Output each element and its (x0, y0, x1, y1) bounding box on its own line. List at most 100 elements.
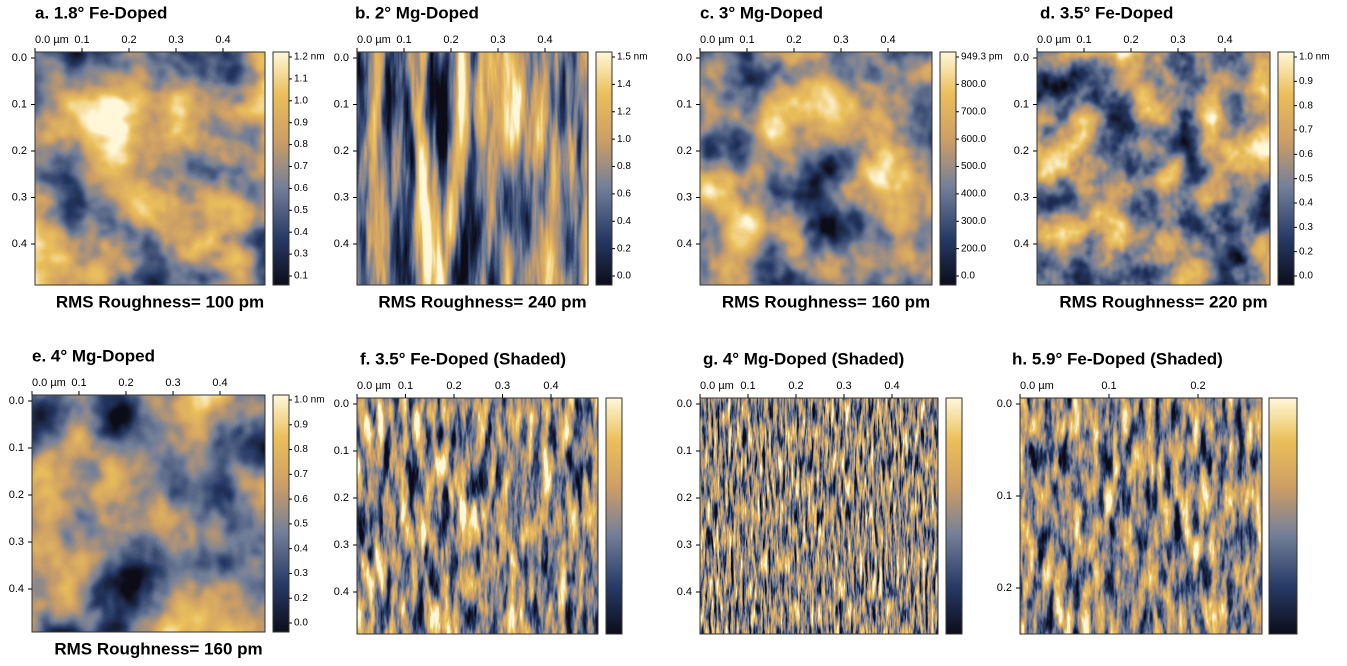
x-tick-label: 0.4 (880, 34, 895, 46)
y-tick-label: 0.4 (334, 238, 349, 250)
rms-caption: RMS Roughness= 240 pm (378, 292, 586, 311)
rms-caption: RMS Roughness= 100 pm (56, 292, 264, 311)
x-tick-label: 0.2 (1123, 34, 1138, 46)
y-tick-label: 0.1 (9, 442, 24, 454)
afm-image (1037, 52, 1270, 285)
x-tick-label: 0.2 (443, 34, 458, 46)
x-tick-label: 0.1 (71, 377, 86, 389)
x-tick-label: 0.4 (1217, 34, 1232, 46)
colorbar-tick-label: 0.6 (617, 189, 631, 200)
colorbar-tick-label: 0.1 (294, 271, 308, 282)
colorbar-tick-label: 0.8 (1299, 100, 1313, 111)
colorbar-tick-label: 949.3 pm (961, 52, 1003, 63)
colorbar-tick-label: 0.0 (1299, 271, 1313, 282)
y-tick-label: 0.0 (334, 52, 349, 64)
colorbar-tick-label: 0.4 (294, 543, 308, 554)
panel-title: f. 3.5° Fe-Doped (Shaded) (360, 349, 566, 368)
panel-title: b. 2° Mg-Doped (355, 3, 479, 22)
afm-image (700, 398, 938, 634)
colorbar-tick-label: 1.5 nm (617, 52, 648, 63)
colorbar-tick-label: 0.5 (294, 519, 308, 530)
colorbar-tick-label: 400.0 (961, 189, 986, 200)
x-tick-label: 0.4 (537, 34, 552, 46)
colorbar-tick-label: 1.0 nm (1299, 52, 1330, 63)
colorbar-tick-label: 300.0 (961, 216, 986, 227)
x-tick-label: 0.1 (398, 380, 413, 392)
x-tick-label: 0.1 (740, 380, 755, 392)
y-tick-label: 0.4 (677, 586, 692, 598)
colorbar-tick-label: 0.3 (294, 568, 308, 579)
rms-caption: RMS Roughness= 220 pm (1059, 292, 1267, 311)
x-tick-label: 0.1 (396, 34, 411, 46)
y-tick-label: 0.4 (1014, 238, 1029, 250)
y-tick-label: 0.4 (334, 586, 349, 598)
y-tick-label: 0.2 (677, 492, 692, 504)
rms-caption: RMS Roughness= 160 pm (54, 639, 262, 658)
colorbar-tick-label: 0.6 (1299, 149, 1313, 160)
colorbar-tick-label: 0.8 (617, 161, 631, 172)
y-tick-label: 0.3 (677, 191, 692, 203)
y-tick-label: 0.3 (334, 539, 349, 551)
colorbar (272, 51, 290, 286)
x-tick-label: 0.2 (121, 34, 136, 46)
x-tick-label: 0.0 µm (32, 377, 66, 389)
x-tick-label: 0.3 (165, 377, 180, 389)
y-tick-label: 0.2 (997, 582, 1012, 594)
colorbar (1268, 397, 1298, 635)
y-tick-label: 0.0 (1014, 52, 1029, 64)
y-tick-label: 0.1 (677, 445, 692, 457)
y-tick-label: 0.0 (12, 52, 27, 64)
colorbar-tick-label: 1.0 (294, 95, 308, 106)
x-tick-label: 0.3 (836, 380, 851, 392)
colorbar-tick-label: 1.2 (617, 106, 631, 117)
x-tick-label: 0.4 (884, 380, 899, 392)
afm-image (700, 52, 932, 285)
colorbar-tick-label: 0.0 (617, 271, 631, 282)
colorbar-tick-label: 0.6 (294, 494, 308, 505)
x-tick-label: 0.3 (833, 34, 848, 46)
y-tick-label: 0.0 (997, 398, 1012, 410)
x-tick-label: 0.3 (168, 34, 183, 46)
image-frame (699, 51, 933, 286)
colorbar-tick-label: 0.8 (294, 444, 308, 455)
y-tick-label: 0.1 (1014, 98, 1029, 110)
colorbar-tick-label: 0.6 (294, 183, 308, 194)
y-tick-label: 0.4 (9, 583, 24, 595)
x-tick-label: 0.0 µm (700, 380, 734, 392)
y-tick-label: 0.2 (334, 492, 349, 504)
x-tick-label: 0.0 µm (1020, 380, 1054, 392)
colorbar-tick-label: 500.0 (961, 161, 986, 172)
y-tick-label: 0.3 (12, 191, 27, 203)
afm-image (1020, 398, 1262, 634)
x-tick-label: 0.0 µm (357, 380, 391, 392)
colorbar-tick-label: 700.0 (961, 106, 986, 117)
x-tick-label: 0.3 (495, 380, 510, 392)
y-tick-label: 0.2 (1014, 145, 1029, 157)
colorbar (1277, 51, 1295, 286)
x-tick-label: 0.1 (1101, 380, 1116, 392)
x-tick-label: 0.4 (215, 34, 230, 46)
colorbar-tick-label: 1.4 (617, 79, 631, 90)
colorbar-tick-label: 0.2 (1299, 246, 1313, 257)
colorbar-tick-label: 600.0 (961, 134, 986, 145)
colorbar-tick-label: 0.8 (294, 139, 308, 150)
colorbar-tick-label: 200.0 (961, 243, 986, 254)
y-tick-label: 0.4 (677, 238, 692, 250)
afm-image (357, 398, 598, 634)
colorbar-tick-label: 0.2 (294, 593, 308, 604)
x-tick-label: 0.3 (490, 34, 505, 46)
colorbar-tick-label: 0.0 (961, 271, 975, 282)
image-frame (1019, 397, 1263, 635)
x-tick-label: 0.2 (1190, 380, 1205, 392)
y-tick-label: 0.3 (334, 191, 349, 203)
y-tick-label: 0.2 (9, 489, 24, 501)
image-frame (31, 394, 266, 633)
colorbar (595, 51, 613, 286)
image-frame (699, 397, 939, 635)
colorbar-tick-label: 0.0 (294, 618, 308, 629)
panel-title: h. 5.9° Fe-Doped (Shaded) (1012, 349, 1223, 368)
panel-title: g. 4° Mg-Doped (Shaded) (703, 349, 904, 368)
y-tick-label: 0.2 (677, 145, 692, 157)
y-tick-label: 0.4 (12, 238, 27, 250)
y-tick-label: 0.2 (12, 145, 27, 157)
